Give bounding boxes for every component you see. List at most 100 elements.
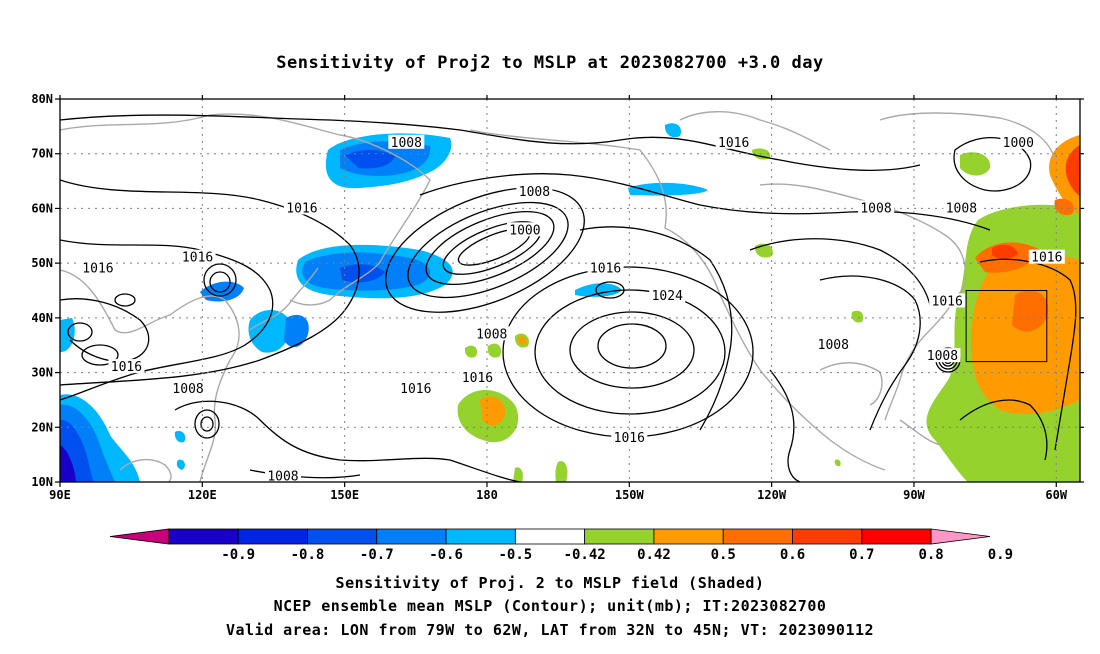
lat-tick-label: 20N: [31, 420, 53, 434]
contour-label: 1016: [111, 360, 142, 375]
colorbar-label: -0.8: [291, 547, 325, 563]
shade-blob: [1065, 145, 1080, 196]
contour: [60, 298, 150, 362]
lon-tick-label: 120E: [188, 488, 217, 502]
colorbar-label: 0.8: [918, 547, 943, 563]
contour-label-bg: [506, 222, 543, 237]
contour: [534, 289, 726, 415]
contour-label: 1016: [1031, 251, 1062, 266]
coastline: [819, 362, 883, 406]
colorbar-swatch: [307, 528, 378, 545]
shade-blob: [834, 459, 841, 467]
axis-ticks: 90E 120E 150E 180 150W 120W 90W 60W 80N 70N 60N 50N…: [31, 92, 1084, 502]
lon-tick-label: 90E: [49, 488, 71, 502]
shade-blob: [851, 310, 864, 323]
contour: [60, 239, 274, 401]
contour: [597, 323, 667, 369]
colorbar-swatch: [792, 528, 863, 545]
contour-label-bg: [459, 370, 496, 385]
contour-label-bg: [587, 260, 624, 275]
contour: [60, 114, 921, 172]
contour-label-bg: [79, 260, 116, 275]
colorbar: -0.9 -0.8 -0.7 -0.6 -0.5 -0.42 0.42 0.5 0.6 0.7 0.…: [109, 528, 1013, 563]
shade-blob: [174, 430, 186, 443]
contour-label-bg: [179, 249, 216, 264]
coastline: [469, 129, 886, 471]
shade-blob: [970, 254, 1080, 415]
contour-label-bg: [1028, 249, 1065, 264]
contour-label: 1008: [818, 338, 849, 353]
contour-label-bg: [943, 200, 980, 215]
shade-blob: [518, 336, 527, 345]
lat-tick-label: 50N: [31, 256, 53, 270]
contour-label-bg: [715, 134, 752, 149]
colorbar-label: -0.7: [360, 547, 394, 563]
colorbar-label: 0.6: [780, 547, 805, 563]
map-frame: [59, 98, 1081, 483]
lon-tick-label: 120W: [757, 488, 787, 502]
contour-label-bg: [388, 134, 425, 149]
colorbar-label: -0.42: [564, 547, 606, 563]
contour-label-bg: [611, 430, 648, 445]
coastlines: [60, 111, 1056, 482]
contour-label-bg: [283, 200, 320, 215]
lat-tick-label: 40N: [31, 311, 53, 325]
coastline: [899, 419, 941, 446]
contour: [249, 469, 361, 479]
contour: [114, 293, 136, 307]
shade-blob: [176, 459, 185, 470]
lon-tick-label: 150W: [615, 488, 645, 502]
contour: [67, 322, 93, 342]
map-panel: 1008 1016 1000 1008 1016 1008 1008 1000 1016 1016…: [31, 92, 1084, 502]
contour-label: 1008: [860, 201, 891, 216]
contour: [385, 187, 585, 313]
valid-area-box: [965, 290, 1048, 363]
contour-label: 1016: [82, 262, 113, 277]
shade-blob: [464, 345, 478, 358]
figure-title: Sensitivity of Proj2 to MSLP at 20230827…: [276, 53, 823, 73]
coastline: [249, 267, 319, 331]
contour-label: 1008: [519, 185, 550, 200]
shade-blob: [992, 244, 1018, 259]
shade-blob: [284, 314, 309, 348]
contour: [749, 238, 931, 306]
caption-line-2: NCEP ensemble mean MSLP (Contour); unit(…: [274, 597, 827, 615]
shade-blob: [248, 310, 291, 353]
shade-blob: [1012, 290, 1049, 332]
colorbar-swatch: [445, 528, 516, 545]
colorbar-label: -0.9: [221, 547, 255, 563]
contour-label: 1024: [652, 289, 683, 304]
contour-label: 1008: [391, 136, 422, 151]
lon-tick-label: 180: [476, 488, 498, 502]
contour: [953, 137, 1032, 192]
coastline: [679, 111, 831, 151]
colorbar-label: 0.9: [988, 547, 1013, 563]
caption-line-1: Sensitivity of Proj. 2 to MSLP field (Sh…: [336, 574, 765, 592]
lat-tick-label: 60N: [31, 201, 53, 215]
shade-blob: [960, 152, 991, 176]
colorbar-label: 0.42: [637, 547, 671, 563]
contour: [595, 281, 625, 299]
colorbar-swatch: [168, 528, 239, 545]
shade-blob: [575, 283, 622, 297]
contour: [569, 311, 695, 389]
contour: [194, 409, 220, 439]
contour-label-bg: [815, 337, 852, 352]
colorbar-label: -0.6: [429, 547, 463, 563]
contour-label: 1000: [509, 223, 540, 238]
contour-label-bg: [264, 468, 301, 482]
contour-label: 1016: [400, 382, 431, 397]
colorbar-cap-high: [930, 528, 991, 545]
colorbar-swatch: [376, 528, 447, 545]
lat-tick-label: 10N: [31, 475, 53, 489]
lon-tick-label: 150E: [330, 488, 359, 502]
shade-blob: [628, 182, 708, 196]
contour-label: 1016: [932, 294, 963, 309]
contour-label: 1016: [718, 136, 749, 151]
colorbar-swatch: [722, 528, 793, 545]
shade-blob: [664, 123, 681, 138]
coastline: [759, 183, 967, 421]
lon-tick-label: 90W: [903, 488, 925, 502]
